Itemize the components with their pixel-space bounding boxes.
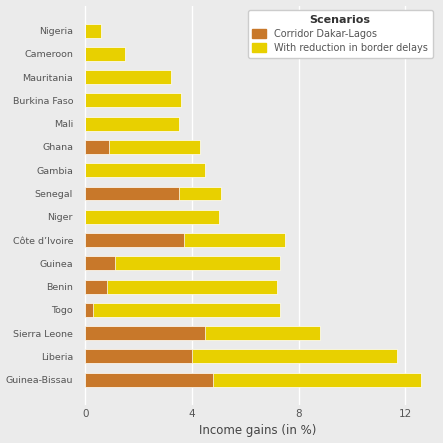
Legend: Corridor Dakar-Lagos, With reduction in border delays: Corridor Dakar-Lagos, With reduction in …	[248, 11, 432, 58]
Bar	[85, 280, 277, 294]
Bar	[85, 23, 101, 38]
Bar	[85, 117, 179, 131]
Bar	[85, 93, 181, 108]
Bar	[85, 373, 214, 387]
Bar	[85, 187, 179, 201]
Bar	[85, 326, 320, 340]
Bar	[85, 350, 397, 363]
Bar	[85, 163, 205, 177]
Bar	[85, 280, 107, 294]
Bar	[85, 256, 115, 270]
Bar	[85, 140, 109, 154]
X-axis label: Income gains (in %): Income gains (in %)	[198, 424, 316, 437]
Bar	[85, 326, 205, 340]
Bar	[85, 256, 280, 270]
Bar	[85, 187, 222, 201]
Bar	[85, 47, 125, 61]
Bar	[85, 233, 184, 247]
Bar	[85, 373, 421, 387]
Bar	[85, 233, 285, 247]
Bar	[85, 210, 219, 224]
Bar	[85, 303, 93, 317]
Bar	[85, 303, 280, 317]
Bar	[85, 140, 200, 154]
Bar	[85, 70, 171, 84]
Bar	[85, 350, 192, 363]
